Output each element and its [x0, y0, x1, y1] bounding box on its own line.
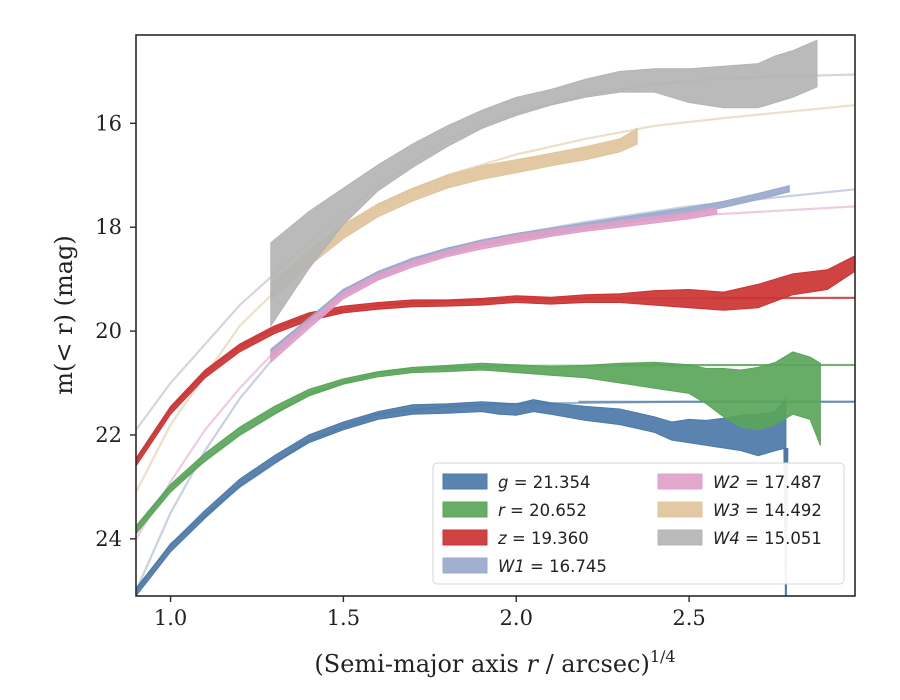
legend-swatch-r: [442, 501, 488, 518]
legend-band-name: W3: [713, 501, 740, 520]
legend-label-W3: W3 = 14.492: [713, 501, 822, 520]
legend-box: [432, 462, 845, 585]
ticks: 1.0 1.5 2.0 2.5 16 18 20 22 24: [95, 111, 706, 630]
x-label-main: (Semi-major axis: [314, 650, 526, 678]
x-label-r: r: [526, 650, 539, 678]
x-tick-label: 2.5: [672, 606, 705, 630]
x-label-exponent: 1/4: [650, 647, 676, 666]
legend-swatch-z: [442, 529, 488, 546]
profile-band-W4: [270, 39, 818, 328]
legend-label-W1: W1 = 16.745: [498, 557, 607, 576]
axes-frame: [135, 34, 856, 597]
legend-swatch-W3: [657, 501, 703, 518]
y-tick-label: 22: [95, 423, 122, 447]
profile-band-W3: [270, 127, 638, 302]
legend-band-value: = 19.360: [507, 529, 589, 548]
x-tick-label: 1.0: [154, 606, 187, 630]
legend-swatch-W2: [657, 473, 703, 490]
x-tick-label: 1.5: [327, 606, 360, 630]
legend-label-W2: W2 = 17.487: [713, 473, 822, 492]
legend-band-value: = 17.487: [740, 473, 822, 492]
x-axis-label: (Semi-major axis r / arcsec)1/4: [314, 647, 675, 678]
profile-band-r: [136, 351, 821, 535]
y-axis-label: m(< r) (mag): [50, 235, 78, 394]
legend-band-name: z: [497, 529, 507, 548]
legend-label-z: z = 19.360: [497, 529, 589, 548]
legend-band-value: = 14.492: [740, 501, 822, 520]
profile-bands: [136, 39, 855, 596]
legend-band-name: r: [498, 501, 506, 520]
axis-labels: (Semi-major axis r / arcsec)1/4 m(< r) (…: [50, 235, 676, 678]
x-tick-label: 2.0: [500, 606, 533, 630]
y-tick-label: 18: [95, 215, 122, 239]
legend-label-r: r = 20.652: [498, 501, 587, 520]
legend-band-value: = 21.354: [508, 473, 590, 492]
profile-band-z: [136, 255, 855, 468]
legend-band-name: g: [498, 473, 508, 492]
legend-band-value: = 20.652: [505, 501, 587, 520]
legend-swatch-W4: [657, 529, 703, 546]
legend-swatch-g: [442, 473, 488, 490]
y-tick-label: 20: [95, 319, 122, 343]
legend-band-value: = 16.745: [525, 557, 607, 576]
legend-label-g: g = 21.354: [498, 473, 591, 492]
y-tick-label: 16: [95, 111, 122, 135]
plot-frame: [135, 34, 856, 597]
legend-band-name: W4: [713, 529, 740, 548]
legend-band-value: = 15.051: [740, 529, 822, 548]
y-tick-label: 24: [95, 527, 122, 551]
legend-swatch-W1: [442, 557, 488, 574]
x-label-unit: / arcsec): [538, 650, 650, 678]
legend-band-name: W2: [713, 473, 740, 492]
legend-band-name: W1: [498, 557, 525, 576]
legend-label-W4: W4 = 15.051: [713, 529, 822, 548]
profile-band-W2: [270, 206, 718, 364]
